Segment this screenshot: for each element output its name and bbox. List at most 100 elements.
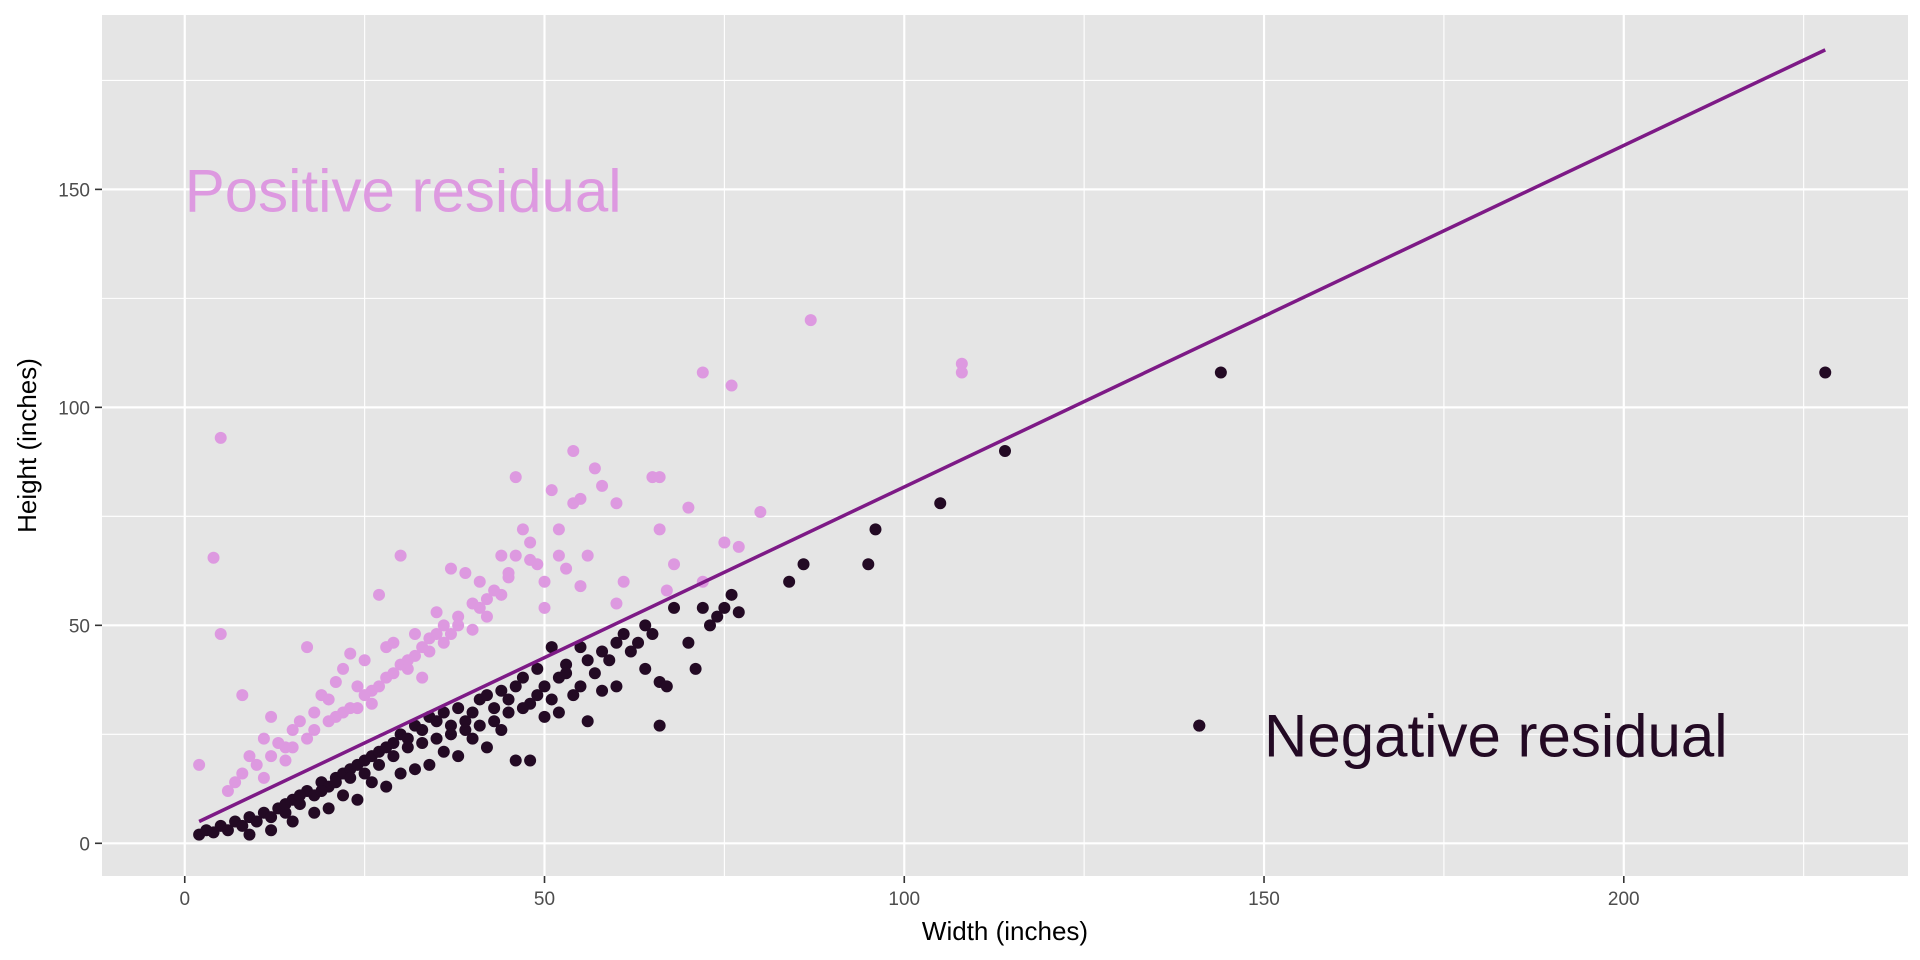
positive-residual-point xyxy=(567,497,580,510)
negative-residual-point xyxy=(344,771,357,784)
grid-major xyxy=(102,15,1908,876)
negative-residual-point xyxy=(581,654,594,667)
positive-residual-point xyxy=(193,758,206,771)
positive-residual-point xyxy=(265,750,278,763)
negative-residual-point xyxy=(495,684,508,697)
positive-residual-point xyxy=(286,723,299,736)
positive-residual-point xyxy=(322,693,335,706)
negative-residual-point xyxy=(466,732,479,745)
positive-residual-point xyxy=(301,732,314,745)
positive-residual-point xyxy=(610,597,623,610)
negative-residual-point xyxy=(459,723,472,736)
positive-residual-point xyxy=(430,628,443,641)
positive-residual-point xyxy=(509,471,522,484)
negative-residual-point xyxy=(423,758,436,771)
positive-residual-point xyxy=(236,767,249,780)
positive-residual-point xyxy=(329,710,342,723)
positive-residual-point xyxy=(257,732,270,745)
negative-residual-point xyxy=(394,767,407,780)
negative-residual-point xyxy=(502,706,515,719)
x-tick-label: 200 xyxy=(1608,889,1640,910)
negative-residual-point xyxy=(862,558,875,571)
negative-residual-point xyxy=(1214,366,1227,379)
positive-residual-point xyxy=(351,680,364,693)
positive-residual-point xyxy=(437,636,450,649)
positive-residual-point xyxy=(337,662,350,675)
positive-residual-point xyxy=(538,601,551,614)
negative-residual-point xyxy=(538,680,551,693)
negative-residual-point xyxy=(502,693,515,706)
positive-residual-point xyxy=(509,549,522,562)
y-tick-label: 0 xyxy=(79,834,90,855)
x-axis: 0 50 100 150 200 xyxy=(179,876,1640,910)
negative-residual-point xyxy=(552,706,565,719)
negative-residual-point xyxy=(437,745,450,758)
positive-residual-point xyxy=(480,610,493,623)
negative-residual-point xyxy=(516,671,529,684)
positive-residual-point xyxy=(538,575,551,588)
positive-residual-point xyxy=(358,689,371,702)
negative-residual-point xyxy=(315,784,328,797)
positive-residual-point xyxy=(250,758,263,771)
negative-residual-point xyxy=(639,619,652,632)
positive-residual-point xyxy=(293,715,306,728)
negative-residual-point xyxy=(293,789,306,802)
positive-residual-point xyxy=(365,697,378,710)
negative-residual-point xyxy=(653,719,666,732)
negative-residual-point xyxy=(358,767,371,780)
negative-residual-point xyxy=(660,680,673,693)
negative-residual-points xyxy=(193,366,1832,841)
negative-residual-point xyxy=(444,719,457,732)
negative-residual-point xyxy=(934,497,947,510)
negative-residual-point xyxy=(509,754,522,767)
positive-residual-point xyxy=(732,540,745,553)
negative-residual-point xyxy=(588,667,601,680)
positive-residual-point xyxy=(444,562,457,575)
negative-residual-point xyxy=(265,824,278,837)
negative-residual-point xyxy=(380,780,393,793)
negative-residual-point xyxy=(524,754,537,767)
negative-residual-point xyxy=(430,732,443,745)
x-tick-label: 50 xyxy=(534,889,555,910)
positive-residual-point xyxy=(495,549,508,562)
positive-residual-point xyxy=(596,479,609,492)
negative-residual-point xyxy=(531,662,544,675)
negative-residual-point xyxy=(1819,366,1832,379)
negative-residual-point xyxy=(869,523,882,536)
negative-residual-point xyxy=(401,732,414,745)
negative-residual-point xyxy=(250,815,263,828)
positive-residual-point xyxy=(301,641,314,654)
positive-residual-point xyxy=(207,551,220,564)
positive-residual-point xyxy=(344,647,357,660)
negative-residual-point xyxy=(286,815,299,828)
positive-residual-point xyxy=(272,737,285,750)
positive-residual-point xyxy=(495,588,508,601)
positive-residual-point xyxy=(610,497,623,510)
negative-residual-point xyxy=(279,798,292,811)
negative-residual-point xyxy=(322,802,335,815)
positive-residual-point xyxy=(373,680,386,693)
positive-residual-point xyxy=(473,575,486,588)
negative-residual-point xyxy=(538,710,551,723)
y-tick-label: 100 xyxy=(58,398,90,419)
negative-residual-point xyxy=(703,619,716,632)
positive-residual-point xyxy=(754,505,767,518)
negative-residual-point xyxy=(560,658,573,671)
positive-residual-point xyxy=(265,710,278,723)
y-tick-label: 150 xyxy=(58,180,90,201)
positive-residual-point xyxy=(416,671,429,684)
negative-residual-point xyxy=(617,628,630,641)
negative-residual-point xyxy=(682,636,695,649)
positive-residual-points xyxy=(193,314,968,797)
positive-residual-point xyxy=(452,610,465,623)
positive-residual-point xyxy=(567,444,580,457)
negative-residual-point xyxy=(416,737,429,750)
positive-residual-point xyxy=(552,549,565,562)
positive-residual-point xyxy=(653,471,666,484)
positive-residual-point xyxy=(718,536,731,549)
negative-residual-point xyxy=(531,689,544,702)
positive-residual-point xyxy=(437,619,450,632)
negative-residual-point xyxy=(560,667,573,680)
negative-residual-point xyxy=(430,715,443,728)
positive-residual-point xyxy=(329,676,342,689)
